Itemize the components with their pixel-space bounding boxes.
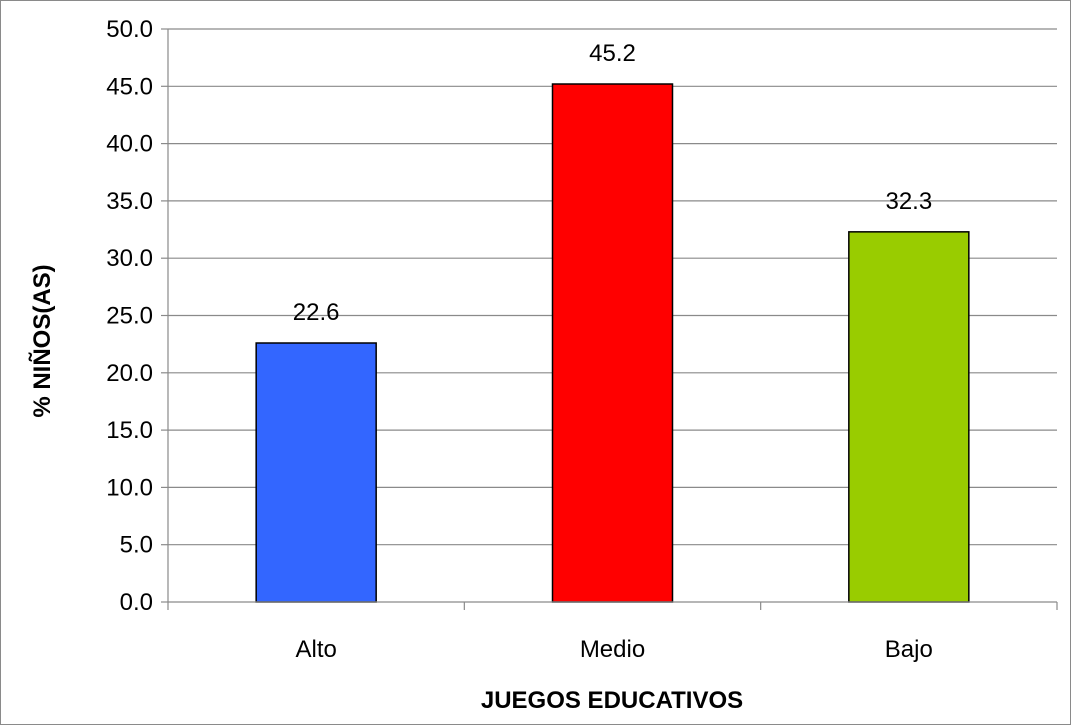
y-tick-label: 35.0 [106, 188, 153, 215]
bars [255, 83, 970, 603]
axes [161, 28, 1058, 610]
y-tick-label: 40.0 [106, 131, 153, 158]
y-tick-label: 50.0 [106, 16, 153, 43]
y-tick-label: 45.0 [106, 73, 153, 100]
y-tick-label: 5.0 [120, 532, 153, 559]
y-tick-label: 15.0 [106, 417, 153, 444]
data-label: 22.6 [293, 299, 340, 326]
x-tick-label: Medio [580, 636, 645, 663]
y-tick-label: 30.0 [106, 245, 153, 272]
bar-medio [551, 83, 674, 603]
x-tick-label: Bajo [885, 636, 933, 663]
data-label: 32.3 [885, 188, 932, 215]
y-tick-label: 20.0 [106, 360, 153, 387]
y-tick-label: 0.0 [120, 589, 153, 616]
bar-alto [255, 342, 377, 603]
labels: 0.0 5.0 10.0 15.0 20.0 25.0 30.0 35.0 40.0 45.0 50… [106, 16, 933, 663]
bar-bajo [848, 231, 970, 603]
y-axis-title: % NIÑOS(AS) [28, 264, 56, 417]
data-label: 45.2 [589, 40, 636, 67]
x-axis-title: JUEGOS EDUCATIVOS [481, 687, 743, 714]
y-tick-label: 25.0 [106, 303, 153, 330]
y-tick-label: 10.0 [106, 474, 153, 501]
x-tick-label: Alto [295, 636, 336, 663]
